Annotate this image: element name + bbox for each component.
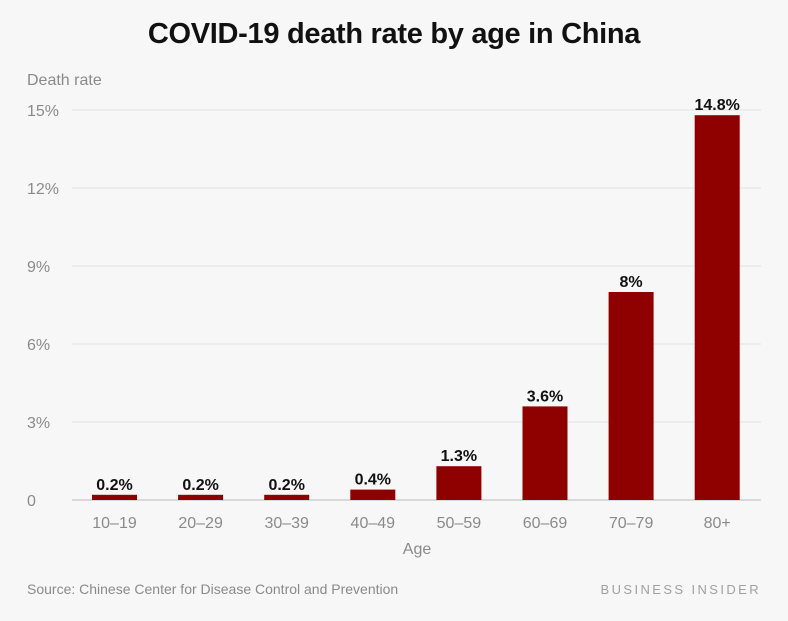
brand-logo: BUSINESS INSIDER [600, 582, 761, 597]
bar-value-label: 0.4% [355, 472, 391, 489]
bar [178, 494, 224, 500]
x-axis-label: Age [402, 541, 432, 558]
bar-value-labels: 0.2% 0.2% 0.2% 0.4% 1.3% 3.6% 8% 14.8% [96, 97, 740, 494]
x-tick-label: 70–79 [609, 515, 654, 532]
y-tick-label: 3% [27, 415, 50, 432]
x-tick-label: 80+ [704, 515, 731, 532]
source-text: Chinese Center for Disease Control and P… [75, 581, 399, 597]
x-tick-label: 50–59 [437, 515, 482, 532]
bar [92, 494, 137, 500]
bar-value-label: 14.8% [695, 97, 740, 114]
bar-value-label: 0.2% [182, 477, 218, 494]
bar [608, 292, 654, 500]
bar [436, 466, 482, 500]
source-note: Source: Chinese Center for Disease Contr… [27, 581, 398, 597]
bar-value-label: 8% [620, 274, 643, 291]
y-tick-labels: 0 3% 6% 9% 12% 15% [27, 103, 59, 510]
y-tick-label: 6% [27, 337, 50, 354]
x-tick-label: 60–69 [523, 515, 568, 532]
bar [694, 115, 740, 500]
y-tick-label: 0 [27, 493, 36, 510]
bar [522, 406, 568, 500]
bar [264, 494, 310, 500]
x-tick-label: 40–49 [351, 515, 396, 532]
x-tick-label: 20–29 [178, 515, 223, 532]
bar-value-label: 0.2% [268, 477, 304, 494]
x-tick-label: 30–39 [264, 515, 309, 532]
x-tick-label: 10–19 [92, 515, 137, 532]
gridlines [72, 109, 761, 501]
bar-value-label: 3.6% [527, 388, 563, 405]
bar-value-label: 0.2% [96, 477, 132, 494]
bars [92, 115, 740, 500]
y-tick-label: 12% [27, 181, 59, 198]
y-tick-label: 9% [27, 259, 50, 276]
y-axis-label: Death rate [27, 72, 102, 89]
x-tick-labels: 10–19 20–29 30–39 40–49 50–59 60–69 70–79 80+ [92, 515, 731, 532]
bar [350, 489, 396, 500]
source-label: Source: [27, 581, 76, 597]
bar-value-label: 1.3% [441, 448, 477, 465]
y-tick-label: 15% [27, 103, 59, 120]
chart-title: COVID-19 death rate by age in China [147, 18, 641, 50]
